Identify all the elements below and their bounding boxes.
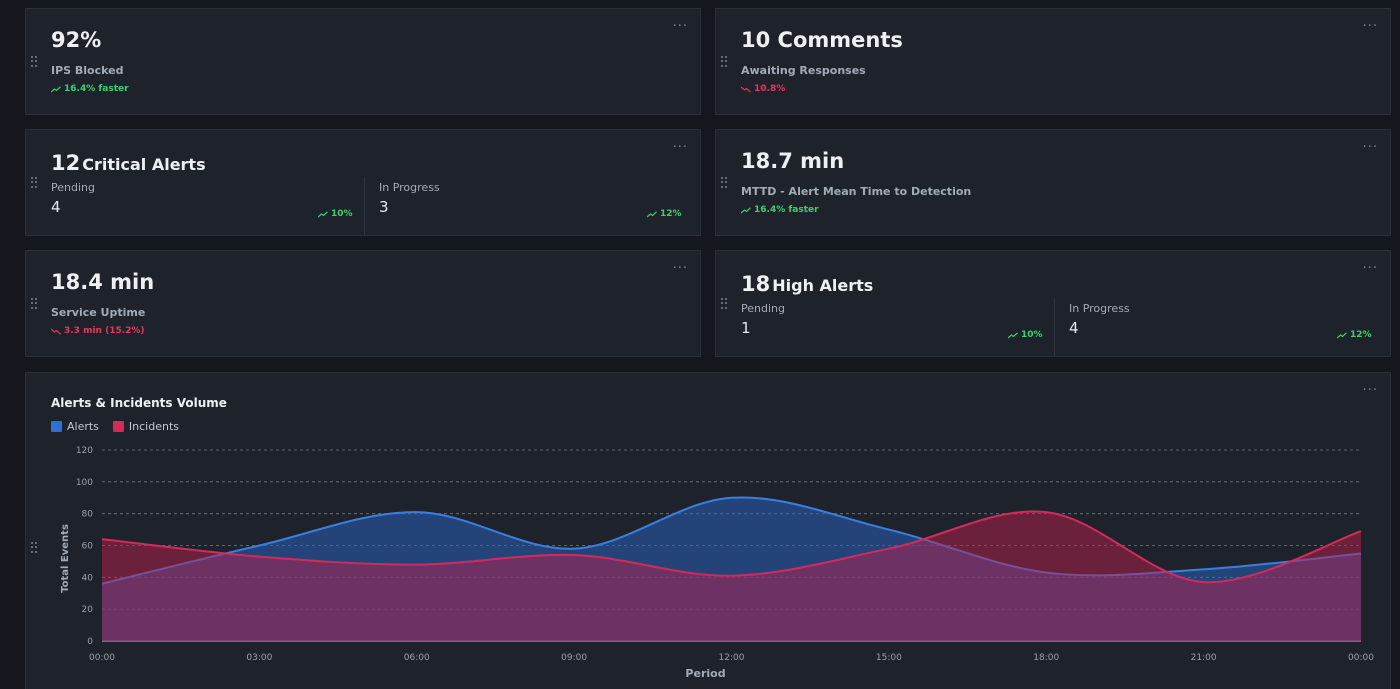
drag-handle-icon[interactable] bbox=[31, 177, 37, 188]
uptime-trend-text: 3.3 min (15.2%) bbox=[64, 326, 145, 336]
trend-up-icon bbox=[741, 206, 751, 213]
drag-handle-icon[interactable] bbox=[721, 56, 727, 67]
card-menu-button[interactable]: ... bbox=[672, 15, 688, 30]
y-tick-label: 80 bbox=[82, 510, 94, 520]
legend-item-incidents[interactable]: Incidents bbox=[112, 420, 180, 433]
card-menu-button[interactable]: ... bbox=[672, 257, 688, 272]
x-tick-label: 21:00 bbox=[1191, 653, 1217, 663]
critical-progress-trend-text: 12% bbox=[660, 209, 682, 219]
drag-handle-icon[interactable] bbox=[721, 298, 727, 309]
critical-alerts-card: ... 12 Critical Alerts Pending 4 10% In P… bbox=[25, 129, 701, 236]
critical-pending-label: Pending bbox=[51, 181, 95, 194]
incidents-line bbox=[101, 510, 1362, 584]
card-menu-button[interactable]: ... bbox=[1362, 257, 1378, 272]
x-axis-label: Period bbox=[685, 667, 725, 680]
alerts-incidents-chart-card: 0 20 40 60 80 100 120 00:00 03:00 06:00 09:00 12:00… bbox=[25, 372, 1391, 689]
ips-blocked-trend-text: 16.4% faster bbox=[64, 84, 129, 94]
comments-trend-text: 10.8% bbox=[754, 84, 786, 94]
x-tick-label: 09:00 bbox=[561, 653, 587, 663]
divider bbox=[364, 177, 365, 235]
x-tick-label: 18:00 bbox=[1033, 653, 1059, 663]
legend-item-alerts[interactable]: Alerts bbox=[51, 420, 99, 433]
comments-trend: 10.8% bbox=[741, 84, 785, 94]
x-tick-label: 06:00 bbox=[404, 653, 430, 663]
trend-up-icon bbox=[1337, 331, 1347, 338]
y-tick-label: 40 bbox=[82, 573, 94, 583]
uptime-label: Service Uptime bbox=[51, 306, 146, 319]
trend-up-icon bbox=[1008, 331, 1018, 338]
legend-label-alerts: Alerts bbox=[67, 420, 99, 433]
high-pending-trend: 10% bbox=[1008, 330, 1043, 340]
high-pending-trend-text: 10% bbox=[1021, 330, 1043, 340]
comments-label: Awaiting Responses bbox=[741, 64, 866, 77]
divider bbox=[1054, 298, 1055, 356]
y-tick-label: 120 bbox=[76, 446, 93, 456]
chart-legend: Alerts Incidents bbox=[51, 420, 179, 433]
drag-handle-icon[interactable] bbox=[31, 298, 37, 309]
card-menu-button[interactable]: ... bbox=[1362, 15, 1378, 30]
legend-label-incidents: Incidents bbox=[128, 420, 180, 433]
legend-swatch-incidents bbox=[112, 421, 124, 432]
critical-pending-trend: 10% bbox=[318, 209, 353, 219]
trend-up-icon bbox=[318, 210, 328, 217]
y-tick-label: 60 bbox=[82, 542, 94, 552]
card-menu-button[interactable]: ... bbox=[672, 136, 688, 151]
high-progress-value: 4 bbox=[1069, 319, 1079, 337]
trend-up-icon bbox=[647, 210, 657, 217]
x-tick-label: 12:00 bbox=[719, 653, 745, 663]
drag-handle-icon[interactable] bbox=[31, 56, 37, 67]
x-tick-label: 15:00 bbox=[876, 653, 902, 663]
critical-progress-trend: 12% bbox=[647, 209, 682, 219]
card-menu-button[interactable]: ... bbox=[1362, 136, 1378, 151]
ips-blocked-label: IPS Blocked bbox=[51, 64, 124, 77]
high-progress-trend: 12% bbox=[1337, 330, 1372, 340]
critical-alerts-title: 12 Critical Alerts bbox=[51, 151, 206, 175]
alerts-incidents-chart: 0 20 40 60 80 100 120 00:00 03:00 06:00 09:00 12:00… bbox=[60, 446, 1374, 680]
mttd-trend: 16.4% faster bbox=[741, 205, 819, 215]
trend-down-icon bbox=[51, 328, 61, 335]
legend-swatch-alerts bbox=[51, 421, 62, 432]
critical-progress-label: In Progress bbox=[379, 181, 440, 194]
critical-pending-value: 4 bbox=[51, 198, 61, 216]
card-menu-button[interactable]: ... bbox=[1362, 379, 1378, 394]
comments-card: ... 10 Comments Awaiting Responses 10.8% bbox=[715, 8, 1391, 115]
high-progress-trend-text: 12% bbox=[1350, 330, 1372, 340]
critical-progress-value: 3 bbox=[379, 198, 389, 216]
trend-down-icon bbox=[741, 86, 751, 93]
x-tick-label: 03:00 bbox=[246, 653, 272, 663]
mttd-card: ... 18.7 min MTTD - Alert Mean Time to D… bbox=[715, 129, 1391, 236]
critical-pending-trend-text: 10% bbox=[331, 209, 353, 219]
uptime-trend: 3.3 min (15.2%) bbox=[51, 326, 145, 336]
x-tick-label: 00:00 bbox=[1348, 653, 1374, 663]
high-progress-label: In Progress bbox=[1069, 302, 1130, 315]
y-tick-label: 0 bbox=[87, 637, 93, 647]
uptime-value: 18.4 min bbox=[51, 270, 155, 294]
high-pending-value: 1 bbox=[741, 319, 751, 337]
high-pending-label: Pending bbox=[741, 302, 785, 315]
y-tick-label: 20 bbox=[82, 605, 94, 615]
ips-blocked-trend: 16.4% faster bbox=[51, 84, 129, 94]
mttd-label: MTTD - Alert Mean Time to Detection bbox=[741, 185, 972, 198]
mttd-trend-text: 16.4% faster bbox=[754, 205, 819, 215]
ips-blocked-value: 92% bbox=[51, 28, 102, 52]
high-alerts-card: ... 18 High Alerts Pending 1 10% In Progr… bbox=[715, 250, 1391, 357]
y-axis-label: Total Events bbox=[60, 524, 71, 593]
trend-up-icon bbox=[51, 85, 61, 92]
y-tick-label: 100 bbox=[76, 478, 93, 488]
drag-handle-icon[interactable] bbox=[31, 542, 37, 553]
high-alerts-title: 18 High Alerts bbox=[741, 272, 874, 296]
chart-title: Alerts & Incidents Volume bbox=[51, 396, 227, 410]
drag-handle-icon[interactable] bbox=[721, 177, 727, 188]
comments-value: 10 Comments bbox=[741, 28, 903, 52]
x-tick-label: 00:00 bbox=[89, 653, 115, 663]
service-uptime-card: ... 18.4 min Service Uptime 3.3 min (15.… bbox=[25, 250, 701, 357]
ips-blocked-card: ... 92% IPS Blocked 16.4% faster bbox=[25, 8, 701, 115]
mttd-value: 18.7 min bbox=[741, 149, 845, 173]
